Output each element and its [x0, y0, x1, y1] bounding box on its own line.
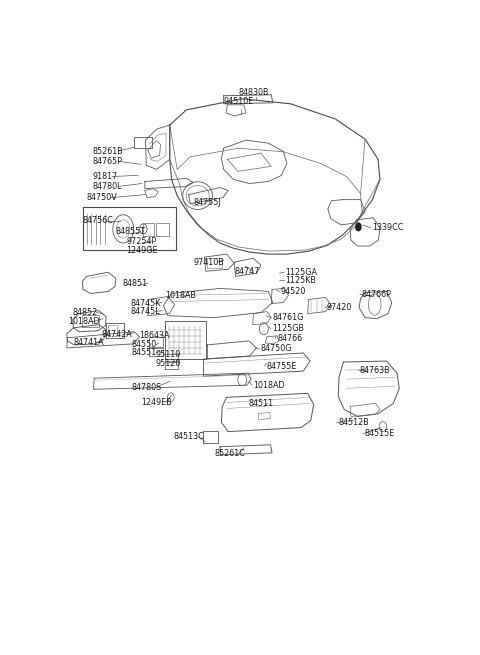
Text: 84755E: 84755E — [266, 362, 297, 371]
Text: 84761G: 84761G — [272, 313, 303, 322]
Text: 1339CC: 1339CC — [372, 223, 404, 233]
Text: 1249GE: 1249GE — [126, 246, 158, 255]
Text: 84763B: 84763B — [360, 365, 390, 375]
Text: 1125GA: 1125GA — [286, 268, 317, 277]
Text: 95120: 95120 — [155, 358, 180, 367]
Text: 97410B: 97410B — [194, 257, 225, 267]
Text: 84747: 84747 — [234, 267, 259, 276]
Text: 84766P: 84766P — [361, 290, 391, 299]
Text: 84745K: 84745K — [131, 299, 161, 308]
Text: 84855T: 84855T — [115, 227, 145, 236]
Text: 1018AD: 1018AD — [68, 317, 100, 326]
Text: 84780S: 84780S — [132, 383, 162, 392]
Text: 84755J: 84755J — [194, 198, 222, 207]
Text: 84750V: 84750V — [86, 193, 117, 202]
Text: 85261C: 85261C — [214, 449, 245, 458]
Text: 18643A: 18643A — [139, 331, 169, 341]
Text: 84750G: 84750G — [261, 345, 292, 354]
Text: 95110: 95110 — [155, 350, 180, 360]
Text: 84512B: 84512B — [338, 418, 369, 427]
Text: 84511: 84511 — [248, 399, 273, 408]
Text: 97420: 97420 — [326, 303, 352, 312]
Text: 84513C: 84513C — [174, 432, 204, 441]
Text: 84550: 84550 — [132, 341, 156, 349]
Text: 84780L: 84780L — [93, 182, 122, 191]
Text: 1125KB: 1125KB — [286, 276, 316, 285]
Text: 84515E: 84515E — [364, 429, 395, 438]
Text: 84830B: 84830B — [238, 88, 269, 97]
Text: 1018AD: 1018AD — [253, 381, 285, 390]
Text: 91817: 91817 — [93, 172, 118, 181]
Text: 85261B: 85261B — [93, 147, 123, 156]
Text: 94510E: 94510E — [223, 98, 254, 106]
Text: 84766: 84766 — [277, 334, 302, 343]
Text: 84741A: 84741A — [73, 339, 104, 347]
Text: 97254P: 97254P — [126, 236, 156, 246]
Text: 1018AB: 1018AB — [166, 291, 197, 300]
Text: 1125GB: 1125GB — [272, 324, 304, 333]
Text: 84765P: 84765P — [93, 157, 123, 166]
Text: 84852: 84852 — [72, 308, 98, 317]
Text: 94520: 94520 — [281, 287, 306, 296]
Text: 84551: 84551 — [132, 348, 156, 358]
Text: 84745L: 84745L — [131, 307, 160, 316]
Text: 84742A: 84742A — [102, 330, 132, 339]
Text: 84756C: 84756C — [83, 216, 113, 225]
Text: 1249EB: 1249EB — [141, 398, 172, 407]
Circle shape — [355, 222, 362, 231]
Text: 84851: 84851 — [122, 279, 148, 288]
